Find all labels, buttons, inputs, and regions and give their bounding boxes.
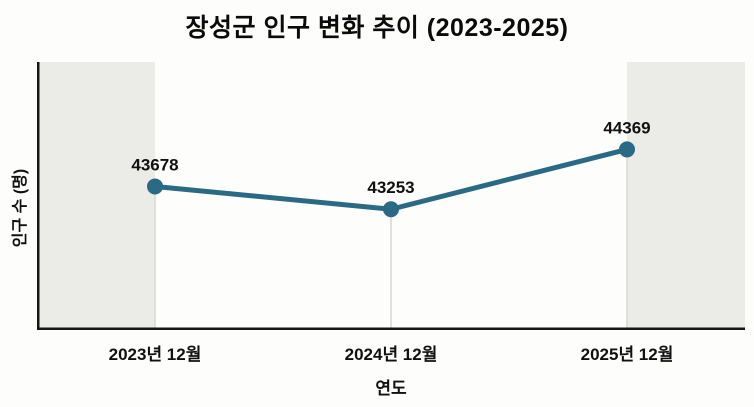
right-shaded-band [627, 62, 745, 330]
x-tick-label: 2025년 12월 [580, 345, 674, 364]
data-point-value-label: 44369 [603, 118, 650, 137]
line-chart-canvas: 43678 43253 44369 [37, 62, 745, 330]
x-tick-label: 2024년 12월 [344, 345, 438, 364]
data-point-value-label: 43678 [131, 155, 178, 174]
chart-title: 장성군 인구 변화 추이 (2023-2025) [185, 14, 569, 42]
plot-area: 43678 43253 44369 [37, 62, 745, 330]
y-axis-label: 인구 수 (명) [12, 168, 29, 248]
data-point-marker [619, 141, 635, 158]
left-shaded-band [37, 62, 155, 330]
data-point-value-label: 43253 [367, 178, 414, 197]
data-point-marker [147, 178, 163, 195]
x-axis-title: 연도 [375, 379, 407, 398]
data-point-marker [383, 201, 399, 218]
x-tick-label: 2023년 12월 [108, 345, 202, 364]
